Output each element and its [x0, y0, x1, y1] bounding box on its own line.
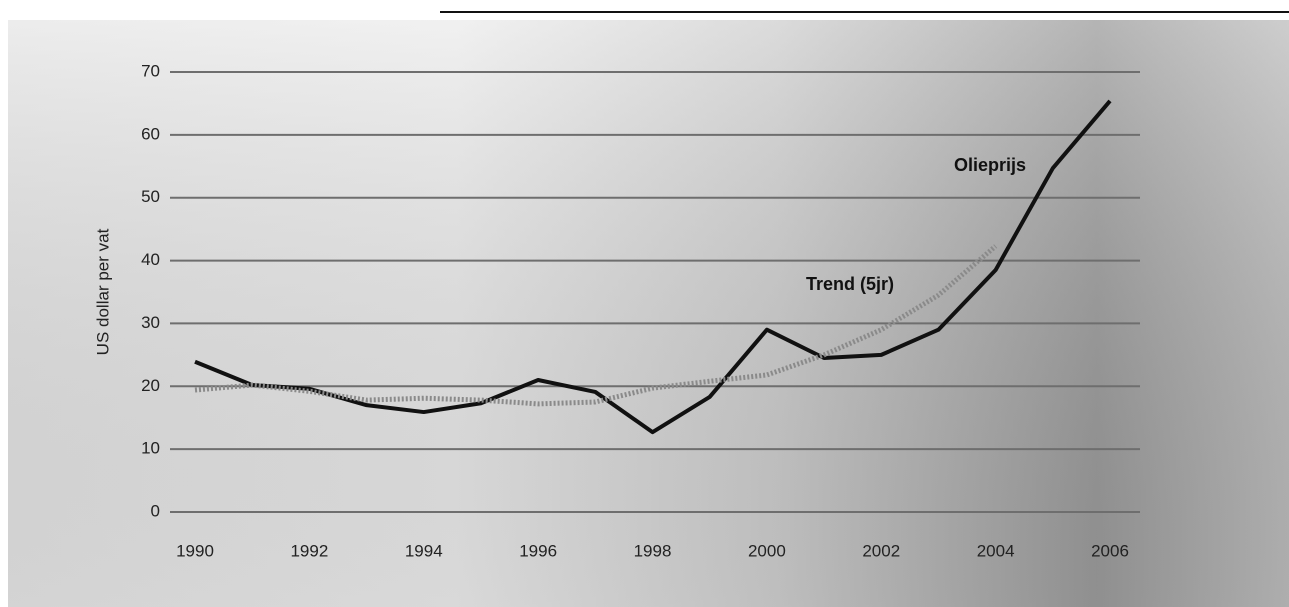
x-tick-label: 1992: [290, 541, 328, 560]
y-tick-label: 20: [141, 376, 160, 395]
x-tick-label: 1996: [519, 541, 557, 560]
y-tick-label: 60: [141, 124, 160, 143]
y-tick-label: 50: [141, 187, 160, 206]
y-tick-label: 30: [141, 313, 160, 332]
x-tick-label: 2002: [862, 541, 900, 560]
x-tick-label: 1994: [405, 541, 443, 560]
x-tick-label: 2004: [977, 541, 1015, 560]
series-label: Trend (5jr): [806, 274, 894, 294]
x-tick-label: 1998: [634, 541, 672, 560]
series-line: [194, 244, 998, 407]
x-tick-label: 2000: [748, 541, 786, 560]
y-tick-label: 70: [141, 61, 160, 80]
y-tick-label: 10: [141, 439, 160, 458]
y-tick-label: 40: [141, 250, 160, 269]
background-shade: [8, 20, 1289, 607]
x-tick-label: 1990: [176, 541, 214, 560]
x-tick-label: 2006: [1091, 541, 1129, 560]
y-tick-label: 0: [151, 501, 160, 520]
series-label: Olieprijs: [954, 155, 1026, 175]
y-axis-label: US dollar per vat: [93, 228, 112, 355]
